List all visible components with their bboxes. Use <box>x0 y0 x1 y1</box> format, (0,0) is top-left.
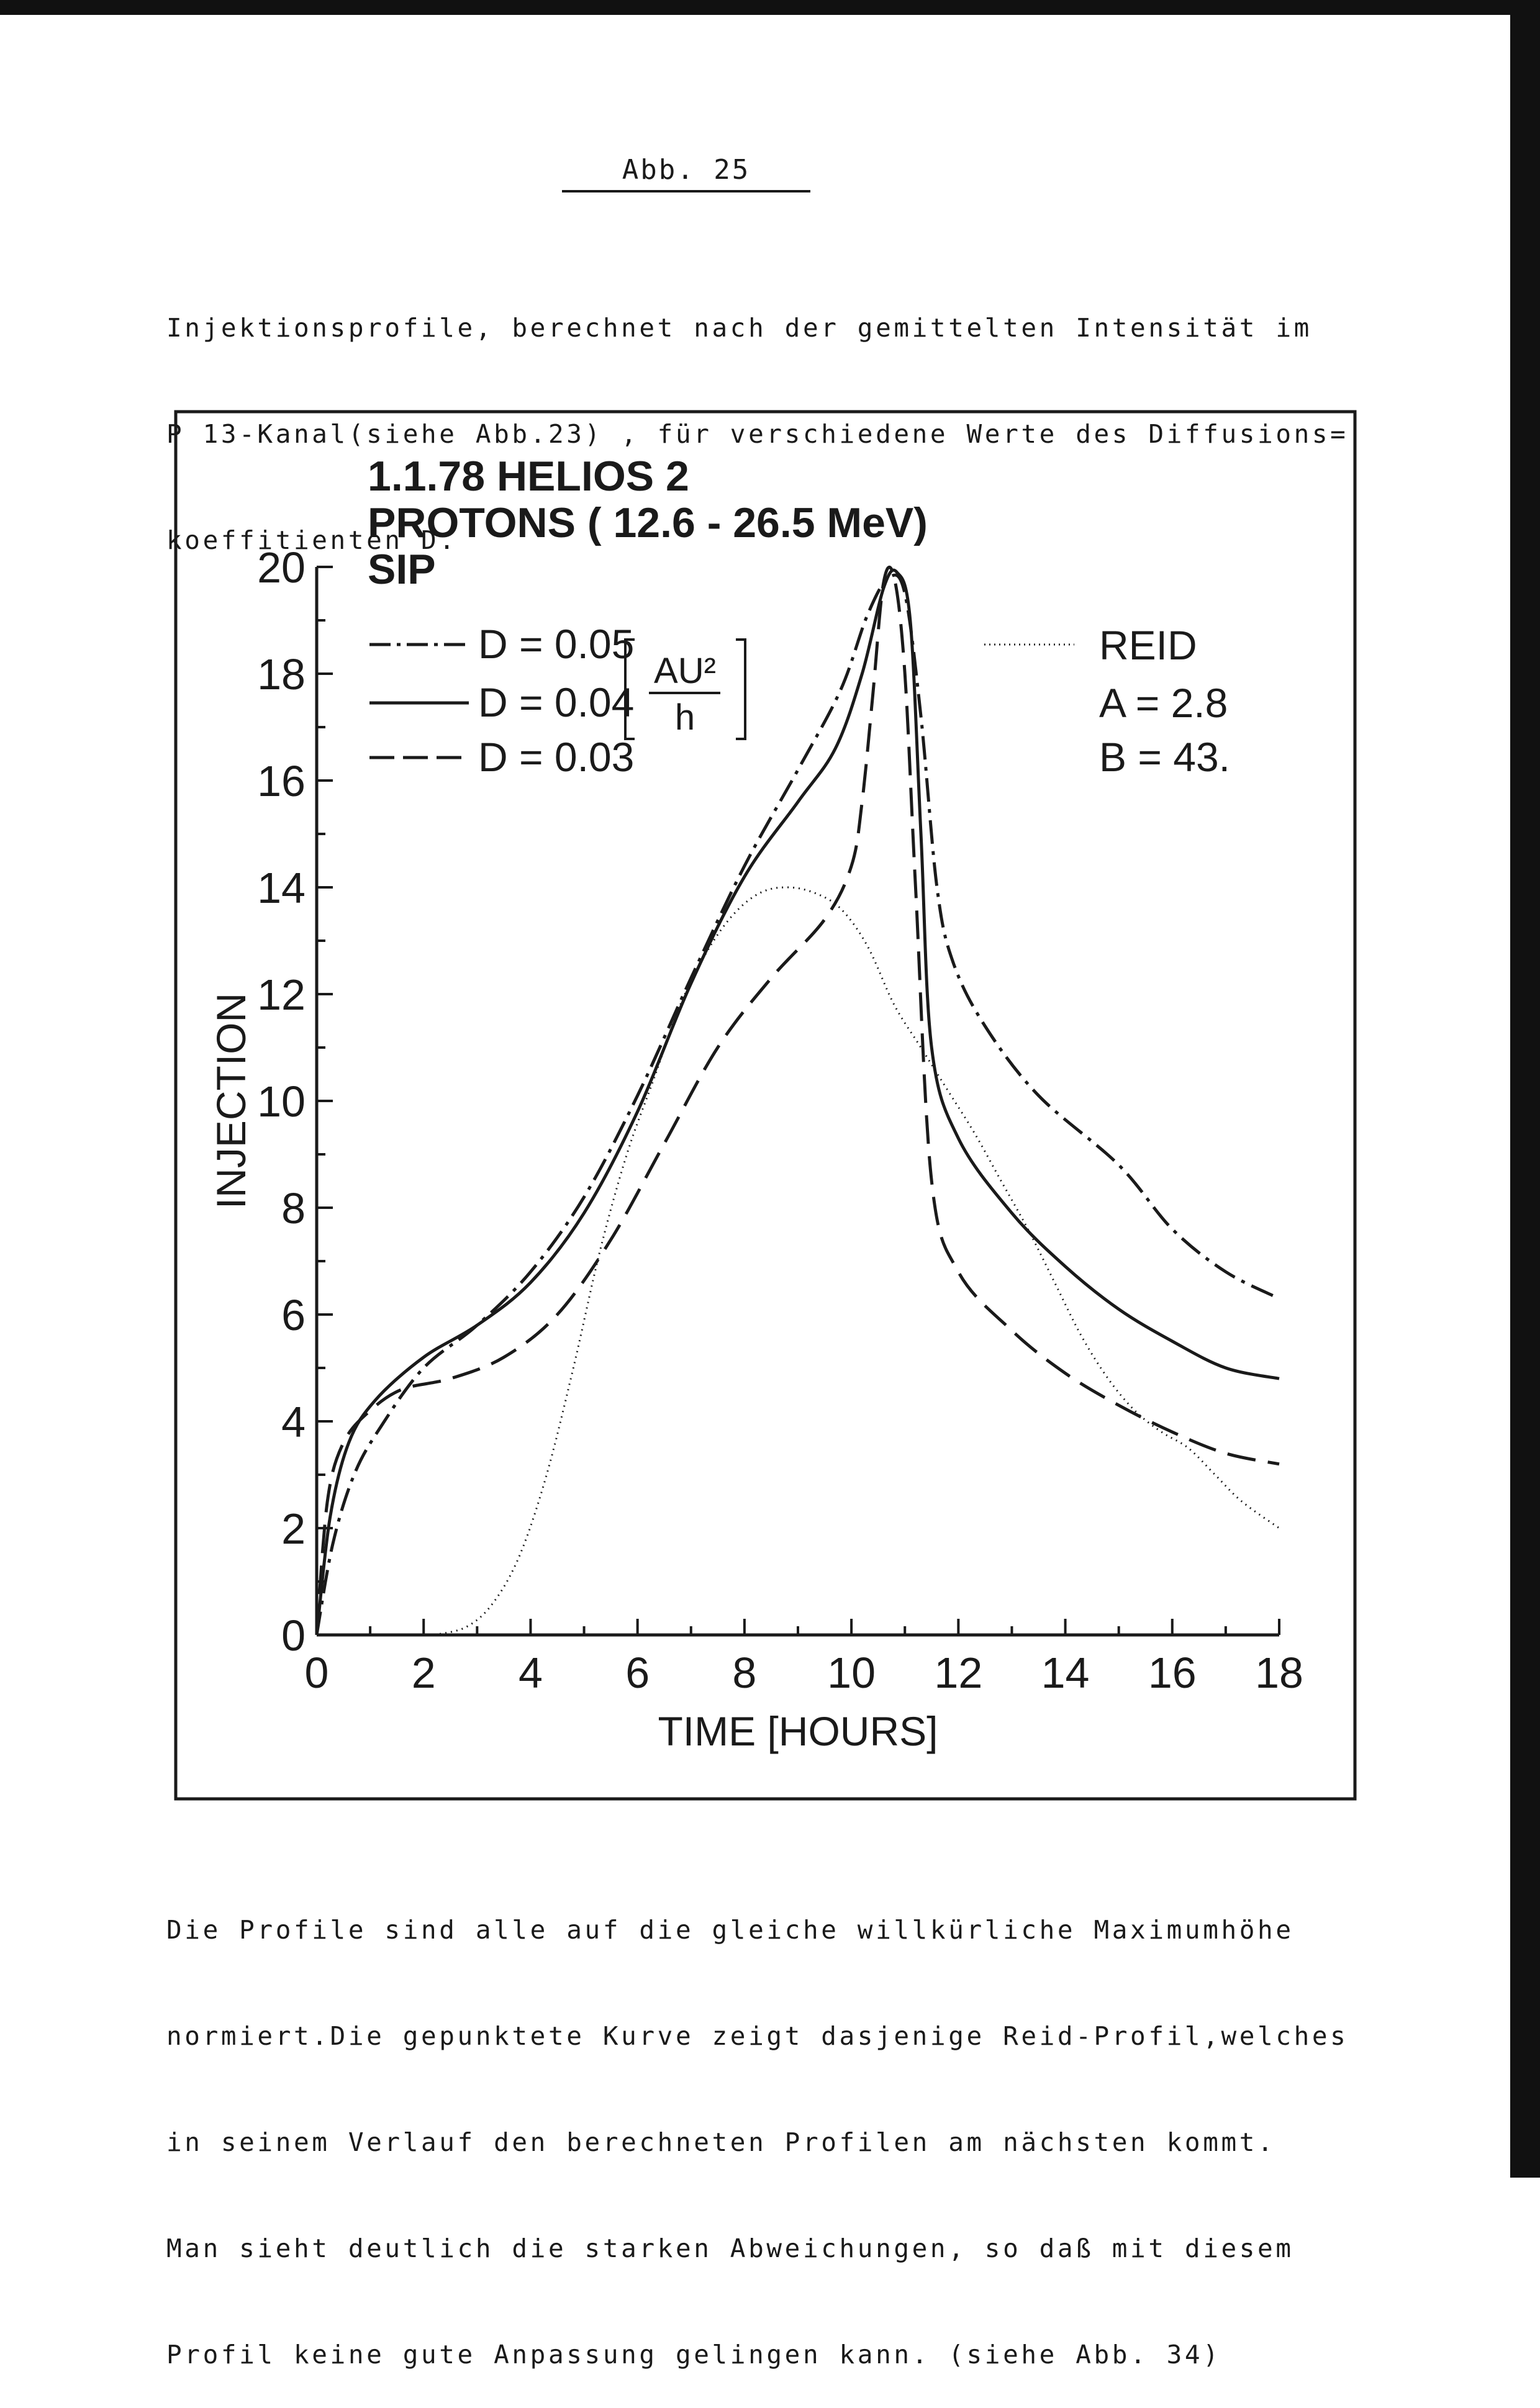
x-tick-label: 4 <box>519 1649 543 1697</box>
scan-border-right <box>1510 0 1540 2178</box>
chart-axes: 0 2 4 6 8 10 12 14 16 18 20 0 2 4 6 8 10 12 14 16 18 <box>257 543 1303 1697</box>
x-tick-label: 2 <box>412 1649 436 1697</box>
x-tick-label: 6 <box>625 1649 650 1697</box>
chart-svg: 1.1.78 HELIOS 2 PROTONS ( 12.6 - 26.5 Me… <box>174 410 1357 1801</box>
chart-plot-area <box>315 566 1280 1636</box>
figure-caption: Abb. 25 <box>622 154 751 186</box>
intro-line: P 13-Kanal(siehe Abb.23) , für verschied… <box>166 419 1349 449</box>
scan-border-top <box>0 0 1540 15</box>
chart-title-line: SIP <box>368 546 436 593</box>
x-tick-label: 10 <box>827 1649 876 1697</box>
series-line-dash-dot <box>315 573 1280 1636</box>
outro-line: in seinem Verlauf den berechneten Profil… <box>166 2127 1276 2157</box>
legend-label: REID <box>1099 622 1197 668</box>
reid-parameter-b: B = 43. <box>1099 734 1230 780</box>
x-tick-label: 12 <box>934 1649 982 1697</box>
y-tick-label: 18 <box>257 650 306 699</box>
y-tick-label: 20 <box>257 543 306 592</box>
series-line-dashed <box>315 566 1280 1636</box>
caption-underline <box>562 190 810 192</box>
outro-line: Man sieht deutlich die starken Abweichun… <box>166 2234 1294 2263</box>
chart-title-line: 1.1.78 HELIOS 2 <box>368 453 689 500</box>
y-axis-label: INJECTION <box>208 993 254 1209</box>
legend-label: D = 0.04 <box>478 679 634 725</box>
chart-title-line: PROTONS ( 12.6 - 26.5 MeV) <box>368 499 928 546</box>
unit-denominator: h <box>675 697 695 738</box>
x-tick-label: 8 <box>732 1649 756 1697</box>
x-tick-label: 14 <box>1041 1649 1090 1697</box>
figure-frame <box>174 410 1357 1801</box>
y-tick-label: 8 <box>281 1184 306 1233</box>
outro-line: normiert.Die gepunktete Kurve zeigt dasj… <box>166 2021 1349 2051</box>
y-tick-label: 2 <box>281 1505 306 1553</box>
y-tick-label: 6 <box>281 1291 306 1339</box>
legend-label: D = 0.05 <box>478 621 634 667</box>
x-tick-label: 0 <box>305 1649 329 1697</box>
outro-line: Profil keine gute Anpassung gelingen kan… <box>166 2340 1221 2370</box>
outro-line: Die Profile sind alle auf die gleiche wi… <box>166 1915 1294 1945</box>
chart-legend: D = 0.05 D = 0.04 D = 0.03 AU² h REID A … <box>369 621 1230 780</box>
x-tick-label: 18 <box>1255 1649 1303 1697</box>
unit-numerator: AU² <box>654 651 716 691</box>
x-axis-label: TIME [HOURS] <box>658 1708 938 1754</box>
series-line-solid <box>315 568 1280 1636</box>
y-tick-label: 10 <box>257 1077 306 1126</box>
y-tick-label: 0 <box>281 1611 306 1660</box>
legend-label: D = 0.03 <box>478 734 634 780</box>
y-tick-label: 14 <box>257 864 306 912</box>
y-tick-label: 4 <box>281 1398 306 1446</box>
series-line-dotted <box>434 886 1280 1636</box>
y-tick-label: 12 <box>257 971 306 1019</box>
x-tick-label: 16 <box>1148 1649 1197 1697</box>
intro-line: koeffitienten D. <box>166 525 458 555</box>
injection-profile-figure: 1.1.78 HELIOS 2 PROTONS ( 12.6 - 26.5 Me… <box>174 410 1357 1801</box>
unit-brackets <box>624 638 746 740</box>
intro-line: Injektionsprofile, berechnet nach der ge… <box>166 313 1312 343</box>
intro-paragraph: Injektionsprofile, berechnet nach der ge… <box>166 245 1348 594</box>
outro-paragraph: Die Profile sind alle auf die gleiche wi… <box>166 1847 1348 2408</box>
reid-parameter-a: A = 2.8 <box>1099 680 1228 726</box>
y-tick-label: 16 <box>257 757 306 805</box>
